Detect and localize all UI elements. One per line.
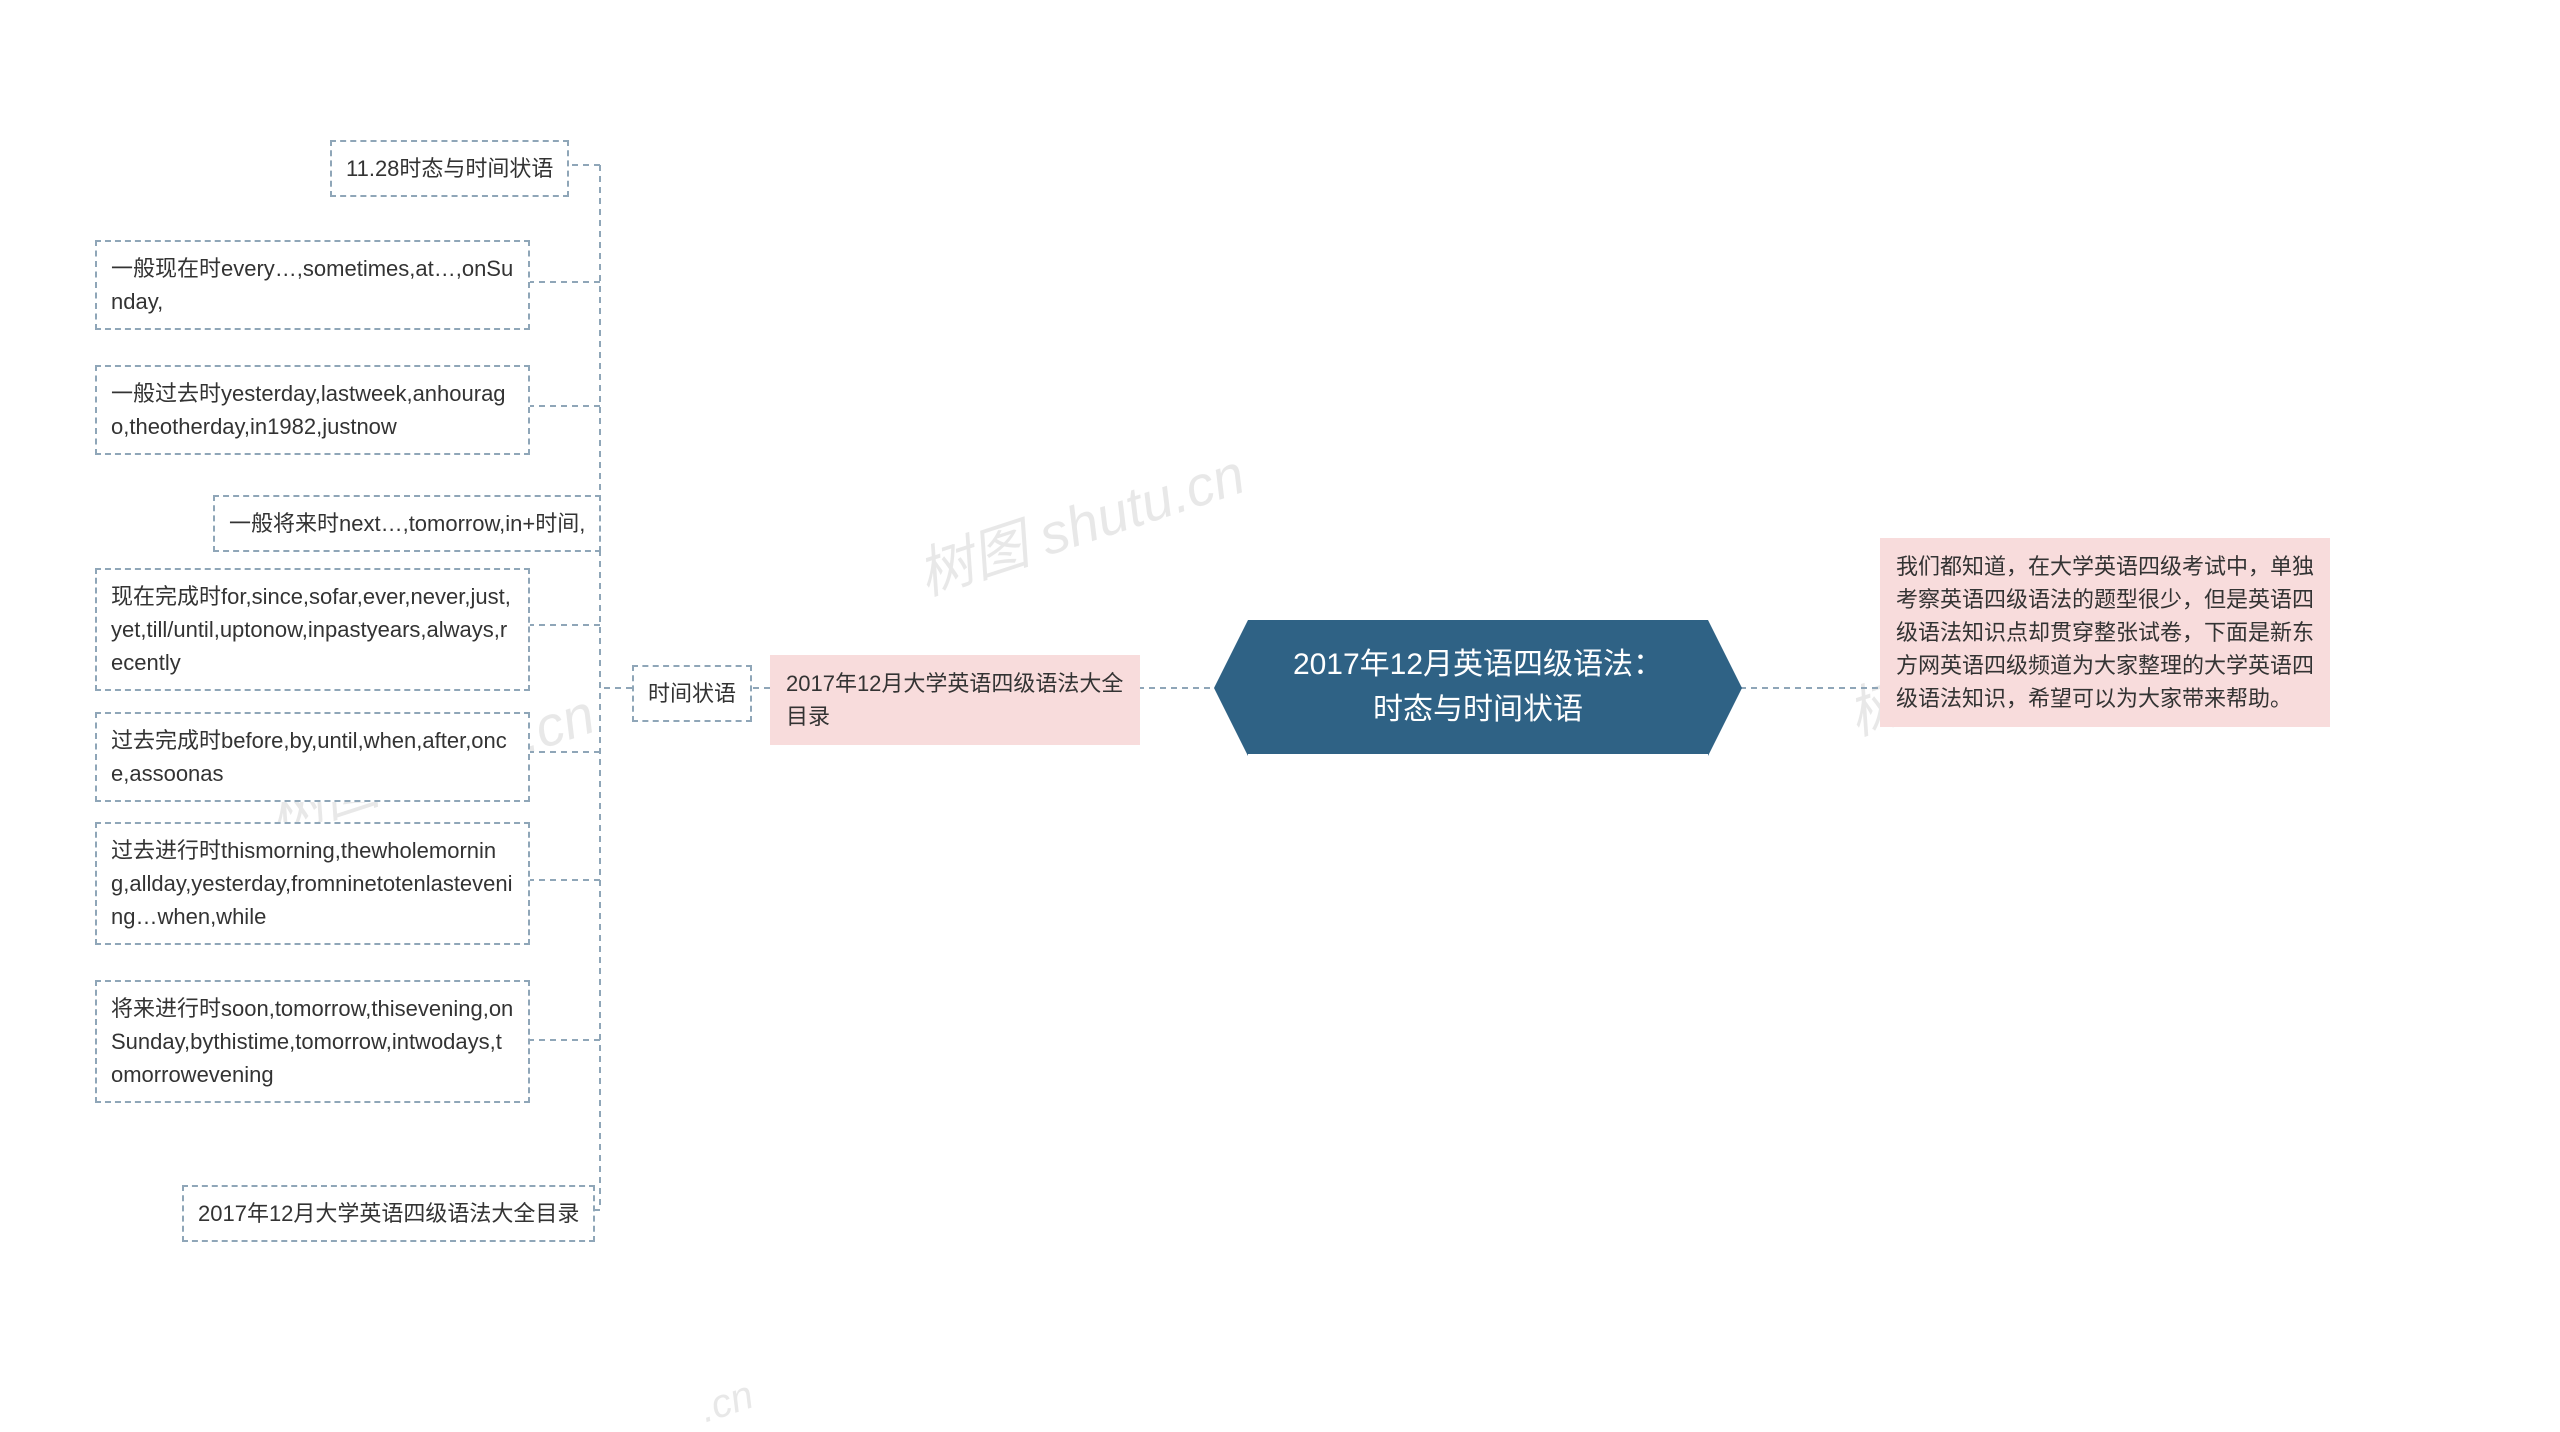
leaf-node: 一般过去时yesterday,lastweek,anhourago,theoth… — [95, 365, 530, 455]
left-catalog-node: 2017年12月大学英语四级语法大全目录 — [770, 655, 1140, 745]
left-sub-node: 时间状语 — [632, 665, 752, 722]
right-description-node: 我们都知道，在大学英语四级考试中，单独考察英语四级语法的题型很少，但是英语四级语… — [1880, 538, 2330, 727]
leaf-node: 过去进行时thismorning,thewholemorning,allday,… — [95, 822, 530, 945]
leaf-node: 将来进行时soon,tomorrow,thisevening,onSunday,… — [95, 980, 530, 1103]
leaf-node: 2017年12月大学英语四级语法大全目录 — [182, 1185, 595, 1242]
leaf-node: 一般将来时next…,tomorrow,in+时间, — [213, 495, 601, 552]
leaf-node: 过去完成时before,by,until,when,after,once,ass… — [95, 712, 530, 802]
leaf-node: 一般现在时every…,sometimes,at…,onSunday, — [95, 240, 530, 330]
center-node: 2017年12月英语四级语法：时态与时间状语 — [1248, 620, 1708, 754]
leaf-node: 现在完成时for,since,sofar,ever,never,just,yet… — [95, 568, 530, 691]
leaf-node: 11.28时态与时间状语 — [330, 140, 569, 197]
watermark: 树图 shutu.cn — [906, 430, 1254, 612]
watermark: .cn — [694, 1373, 759, 1432]
